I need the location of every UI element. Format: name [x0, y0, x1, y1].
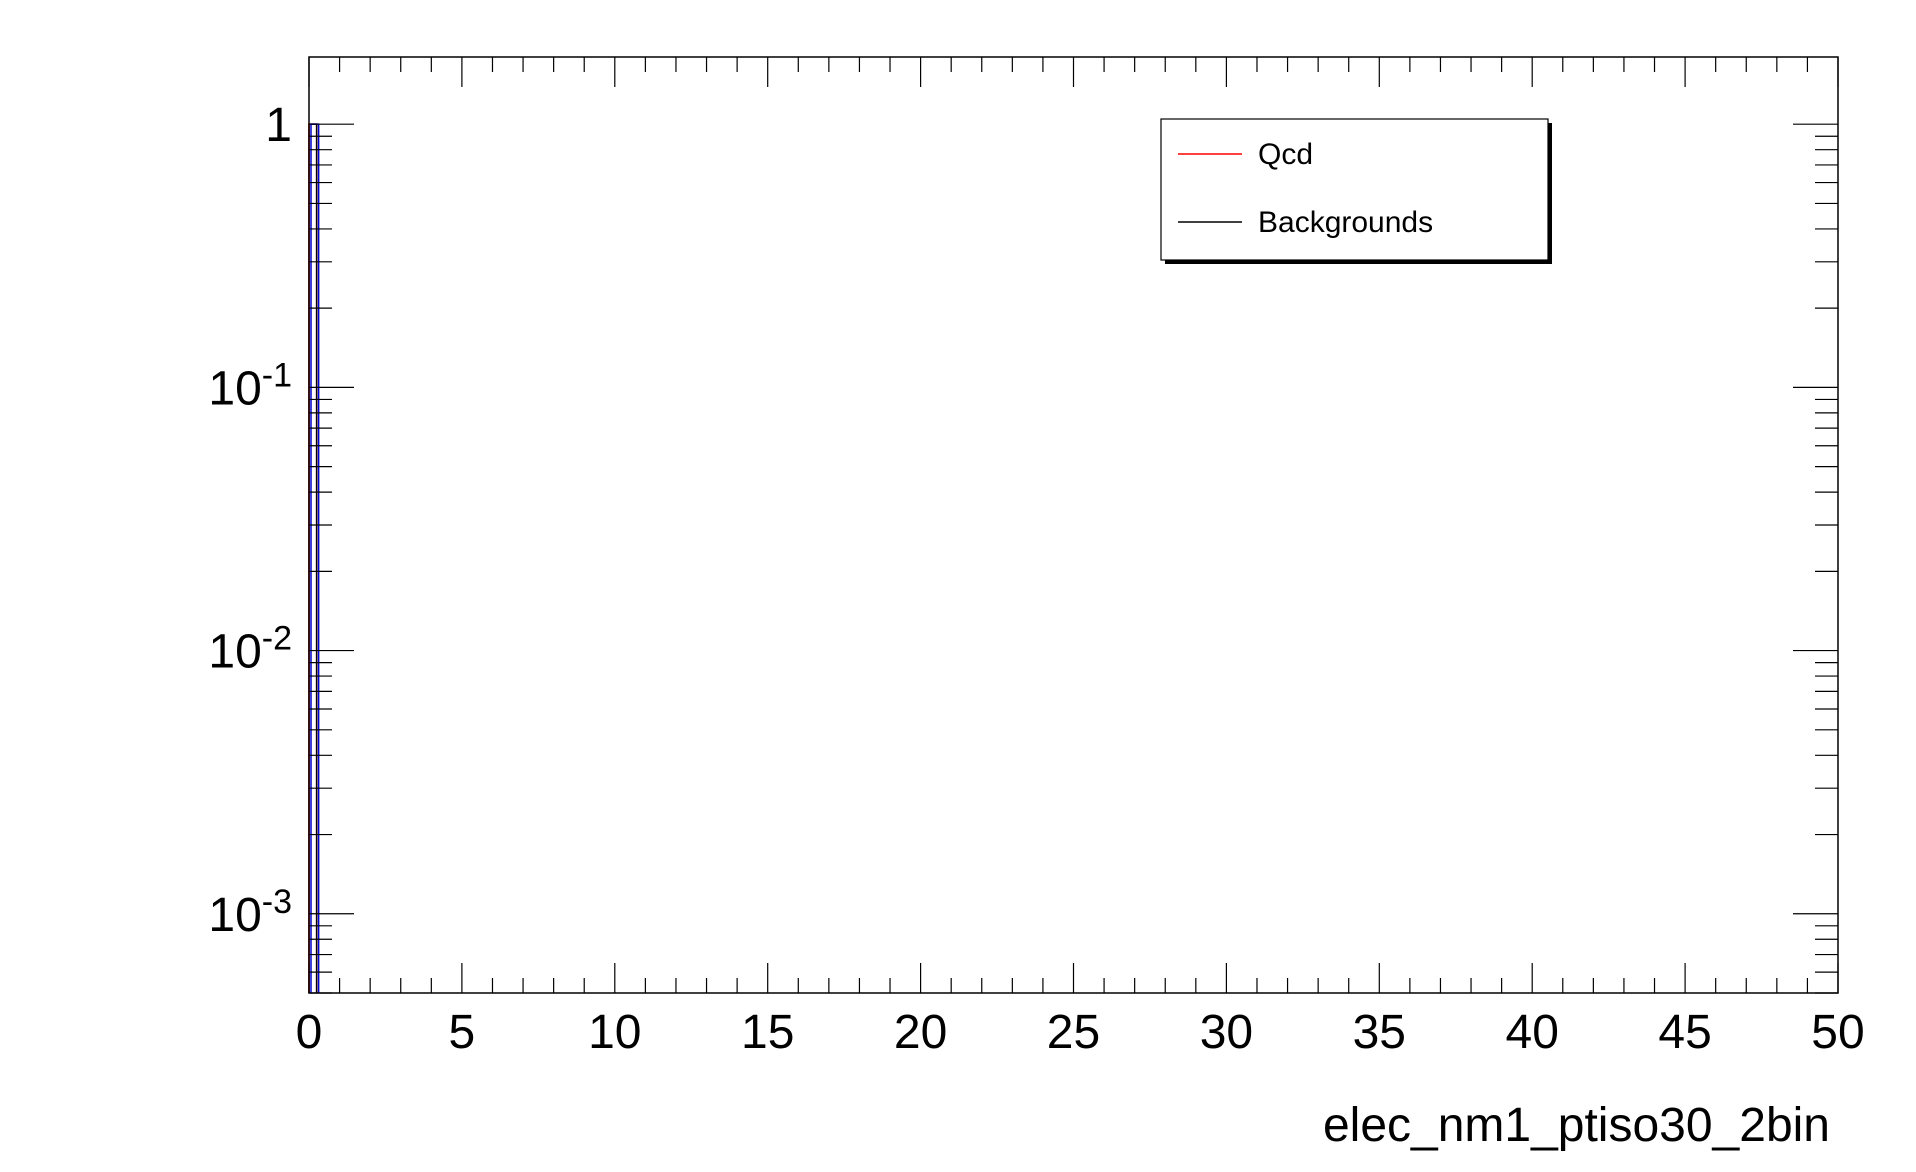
x-tick-label: 35 — [1353, 1006, 1406, 1059]
x-axis-title: elec_nm1_ptiso30_2bin — [1323, 1099, 1830, 1152]
x-tick-label: 50 — [1811, 1006, 1864, 1059]
legend: Qcd Backgrounds — [1160, 118, 1552, 264]
x-tick-label: 30 — [1200, 1006, 1253, 1059]
y-tick-label: 10-2 — [208, 620, 292, 679]
series-layer — [308, 123, 320, 993]
y-axis: 1 10-1 10-2 10-3 — [208, 99, 1838, 994]
x-tick-label: 40 — [1506, 1006, 1559, 1059]
x-tick-label: 25 — [1047, 1006, 1100, 1059]
series-unlabeled-bin — [310, 123, 320, 993]
x-tick-label: 20 — [894, 1006, 947, 1059]
x-tick-label: 15 — [741, 1006, 794, 1059]
x-axis: 0 5 10 15 20 25 30 35 40 45 50 — [296, 57, 1865, 1059]
legend-box — [1160, 118, 1549, 261]
plot-area-border — [308, 56, 1839, 994]
y-tick-label: 10-3 — [208, 883, 292, 942]
y-tick-label: 10-1 — [208, 356, 292, 415]
series-qcd-bin — [308, 123, 318, 993]
x-tick-label: 45 — [1658, 1006, 1711, 1059]
plot-frame — [308, 56, 1839, 994]
legend-label-qcd: Qcd — [1258, 138, 1313, 171]
x-tick-label: 10 — [588, 1006, 641, 1059]
legend-label-backgrounds: Backgrounds — [1258, 206, 1433, 239]
y-tick-label: 1 — [265, 99, 292, 152]
x-tick-label: 0 — [296, 1006, 323, 1059]
series-backgrounds-bin — [308, 123, 318, 993]
x-tick-label: 5 — [449, 1006, 476, 1059]
